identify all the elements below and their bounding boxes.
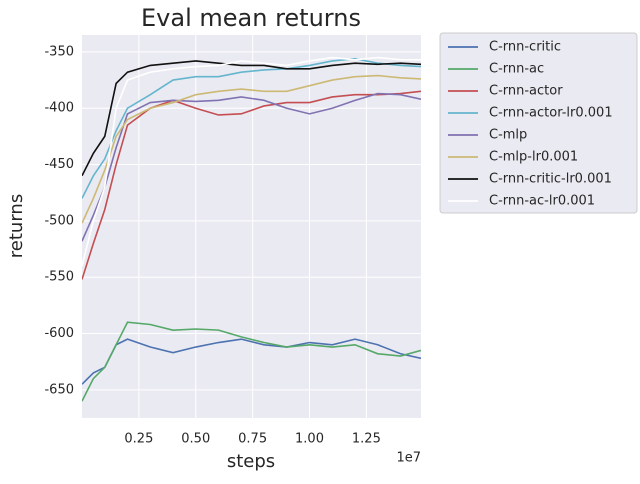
y-axis-label: returns	[6, 194, 27, 258]
legend-label: C-rnn-actor	[489, 84, 563, 99]
x-tick-label: 0.50	[181, 432, 210, 447]
x-offset-label: 1e7	[396, 451, 421, 466]
data-line	[82, 74, 421, 224]
plot-area	[82, 35, 421, 418]
x-tick-label: 1.25	[352, 432, 381, 447]
chart-title: Eval mean returns	[141, 4, 361, 32]
legend-label: C-rnn-actor-lr0.001	[489, 106, 613, 121]
y-tick-label: -650	[44, 382, 74, 397]
legend-label: C-rnn-ac-lr0.001	[489, 194, 595, 209]
legend-label: C-rnn-critic	[489, 40, 561, 55]
y-tick-label: -450	[44, 157, 74, 172]
data-line	[82, 60, 421, 177]
y-tick-label: -600	[44, 326, 74, 341]
data-line	[82, 92, 421, 242]
y-tick-label: -350	[44, 44, 74, 59]
data-line	[82, 56, 421, 267]
legend-label: C-mlp	[489, 128, 527, 143]
x-tick-label: 0.75	[238, 432, 267, 447]
x-axis-label: steps	[227, 451, 275, 472]
y-tick-label: -400	[44, 101, 74, 116]
legend-label: C-rnn-critic-lr0.001	[489, 172, 612, 187]
legend-label: C-mlp-lr0.001	[489, 150, 578, 165]
data-line	[82, 90, 421, 280]
data-line	[82, 321, 421, 402]
legend	[439, 32, 638, 214]
x-tick-label: 1.00	[295, 432, 324, 447]
y-tick-label: -550	[44, 270, 74, 285]
x-tick-label: 0.25	[124, 432, 153, 447]
y-tick-label: -500	[44, 213, 74, 228]
legend-label: C-rnn-ac	[489, 62, 544, 77]
